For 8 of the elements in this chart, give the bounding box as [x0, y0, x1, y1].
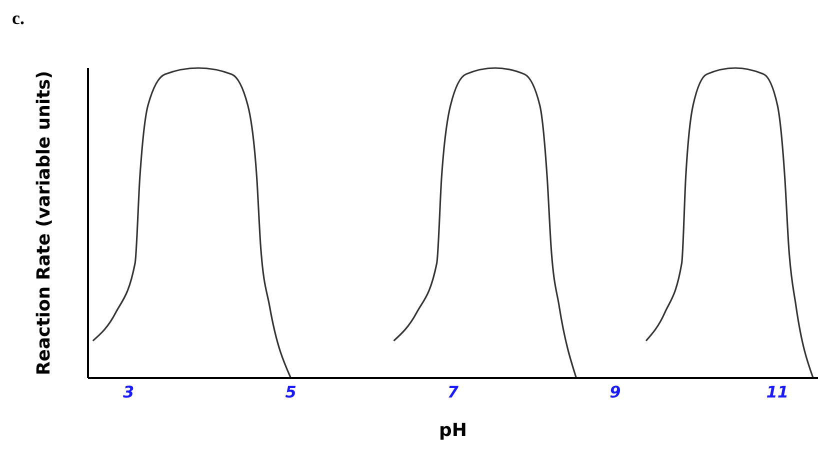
y-axis-title: Reaction Rate (variable units): [33, 70, 54, 376]
x-tick-label: 3: [122, 382, 134, 402]
chart-title: c.: [12, 8, 24, 29]
x-axis-title: pH: [439, 420, 467, 441]
x-tick-label: 5: [285, 382, 296, 402]
x-tick-label: 9: [610, 382, 621, 402]
x-tick-label: 11: [766, 382, 789, 402]
x-tick-label: 7: [447, 382, 460, 402]
